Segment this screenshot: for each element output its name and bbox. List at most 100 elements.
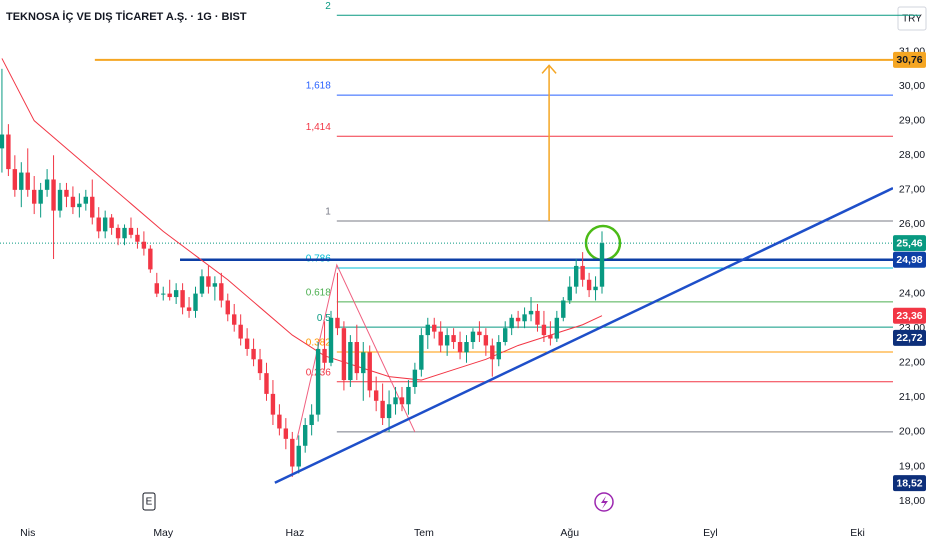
candle-body bbox=[199, 276, 205, 294]
candle-body bbox=[432, 324, 437, 332]
event-box[interactable] bbox=[142, 492, 156, 511]
candle-body bbox=[251, 348, 256, 360]
fib-label: 2 bbox=[325, 1, 331, 12]
candle-body bbox=[270, 393, 276, 415]
candle-body bbox=[419, 335, 424, 370]
candle-body bbox=[264, 373, 269, 394]
candle-body bbox=[102, 217, 108, 232]
candle-body bbox=[412, 369, 418, 387]
candle-body bbox=[509, 317, 514, 329]
price-label: 22,72 bbox=[896, 332, 922, 344]
candle-body bbox=[451, 335, 456, 343]
candle-body bbox=[548, 335, 553, 339]
candle-body bbox=[31, 189, 37, 204]
fib-label: 0.5 bbox=[317, 313, 331, 324]
price-label-box bbox=[893, 51, 926, 68]
x-tick-label: Eyl bbox=[703, 527, 718, 539]
candle-body bbox=[528, 310, 534, 315]
candle-body bbox=[393, 397, 398, 405]
candle-body bbox=[593, 286, 598, 291]
candle-body bbox=[38, 189, 43, 204]
candle-body bbox=[470, 331, 476, 343]
candle-body bbox=[25, 172, 30, 190]
y-tick-label: 18,00 bbox=[899, 495, 925, 507]
candle-body bbox=[309, 414, 314, 426]
moving-average bbox=[1, 58, 603, 381]
fib-label: 1,618 bbox=[306, 81, 331, 92]
candle-body bbox=[483, 335, 489, 346]
candle-body bbox=[425, 324, 430, 336]
candle-body bbox=[515, 317, 521, 322]
candle-body bbox=[161, 293, 166, 295]
candle-body bbox=[70, 196, 76, 208]
price-label-box bbox=[893, 329, 926, 346]
candle-body bbox=[122, 227, 127, 239]
candle-body bbox=[399, 397, 405, 405]
candle-body bbox=[541, 324, 547, 336]
candle-body bbox=[44, 179, 50, 190]
candle-body bbox=[212, 283, 218, 287]
y-tick-label: 28,00 bbox=[899, 149, 925, 161]
candle-body bbox=[167, 293, 172, 298]
candle-body bbox=[328, 317, 334, 363]
candle-body bbox=[444, 335, 450, 346]
x-tick-label: Tem bbox=[414, 527, 434, 539]
candle-body bbox=[367, 352, 372, 391]
candle-body bbox=[173, 290, 179, 298]
candle-body bbox=[290, 438, 295, 467]
candle-body bbox=[573, 265, 579, 287]
candle-body bbox=[128, 227, 134, 235]
price-label: 24,98 bbox=[896, 254, 922, 266]
candle-body bbox=[238, 324, 243, 339]
x-tick-label: May bbox=[153, 527, 174, 539]
candle-body bbox=[522, 314, 527, 322]
candle-body bbox=[277, 414, 282, 429]
candle-body bbox=[6, 134, 11, 170]
candle-body bbox=[348, 342, 353, 381]
candle-body bbox=[335, 317, 340, 329]
arrow-head bbox=[541, 64, 557, 74]
candle-body bbox=[380, 400, 385, 419]
candle-body bbox=[219, 283, 224, 301]
candle-body bbox=[257, 359, 263, 374]
candle-body bbox=[586, 279, 592, 291]
candle-body bbox=[373, 390, 379, 401]
candle-body bbox=[206, 276, 211, 287]
candle-body bbox=[90, 196, 95, 218]
price-label: 18,52 bbox=[896, 477, 922, 489]
fib-label: 0.618 bbox=[306, 288, 331, 299]
candle-body bbox=[244, 338, 250, 349]
price-label: 23,36 bbox=[896, 310, 922, 322]
candle-body bbox=[490, 345, 495, 360]
candle-body bbox=[496, 342, 501, 360]
candle-body bbox=[12, 169, 18, 190]
candle-body bbox=[148, 248, 153, 270]
candle-body bbox=[438, 331, 443, 346]
price-axis bbox=[893, 32, 932, 517]
price-label-box bbox=[893, 235, 926, 252]
candle-body bbox=[193, 293, 198, 311]
candle-body bbox=[283, 428, 289, 439]
y-tick-label: 26,00 bbox=[899, 218, 925, 230]
price-label: 25,46 bbox=[896, 237, 922, 249]
candle-body bbox=[464, 342, 469, 353]
candle-body bbox=[322, 348, 327, 363]
candle-body bbox=[19, 172, 24, 190]
candle-body bbox=[567, 286, 572, 301]
candle-body bbox=[77, 203, 82, 208]
y-tick-label: 19,00 bbox=[899, 460, 925, 472]
candle-body bbox=[503, 328, 508, 343]
x-tick-label: Nis bbox=[20, 527, 35, 539]
y-tick-label: 30,00 bbox=[899, 80, 925, 92]
price-label-box bbox=[893, 251, 926, 268]
currency-box[interactable] bbox=[897, 6, 927, 31]
candle-body bbox=[51, 179, 56, 211]
candle-body bbox=[115, 227, 121, 239]
y-tick-label: 22,00 bbox=[899, 357, 925, 369]
candle-body bbox=[64, 189, 69, 197]
event-marker: E bbox=[146, 497, 153, 508]
candle-body bbox=[354, 342, 360, 374]
candle-body bbox=[225, 300, 230, 315]
candle-body bbox=[561, 300, 566, 318]
